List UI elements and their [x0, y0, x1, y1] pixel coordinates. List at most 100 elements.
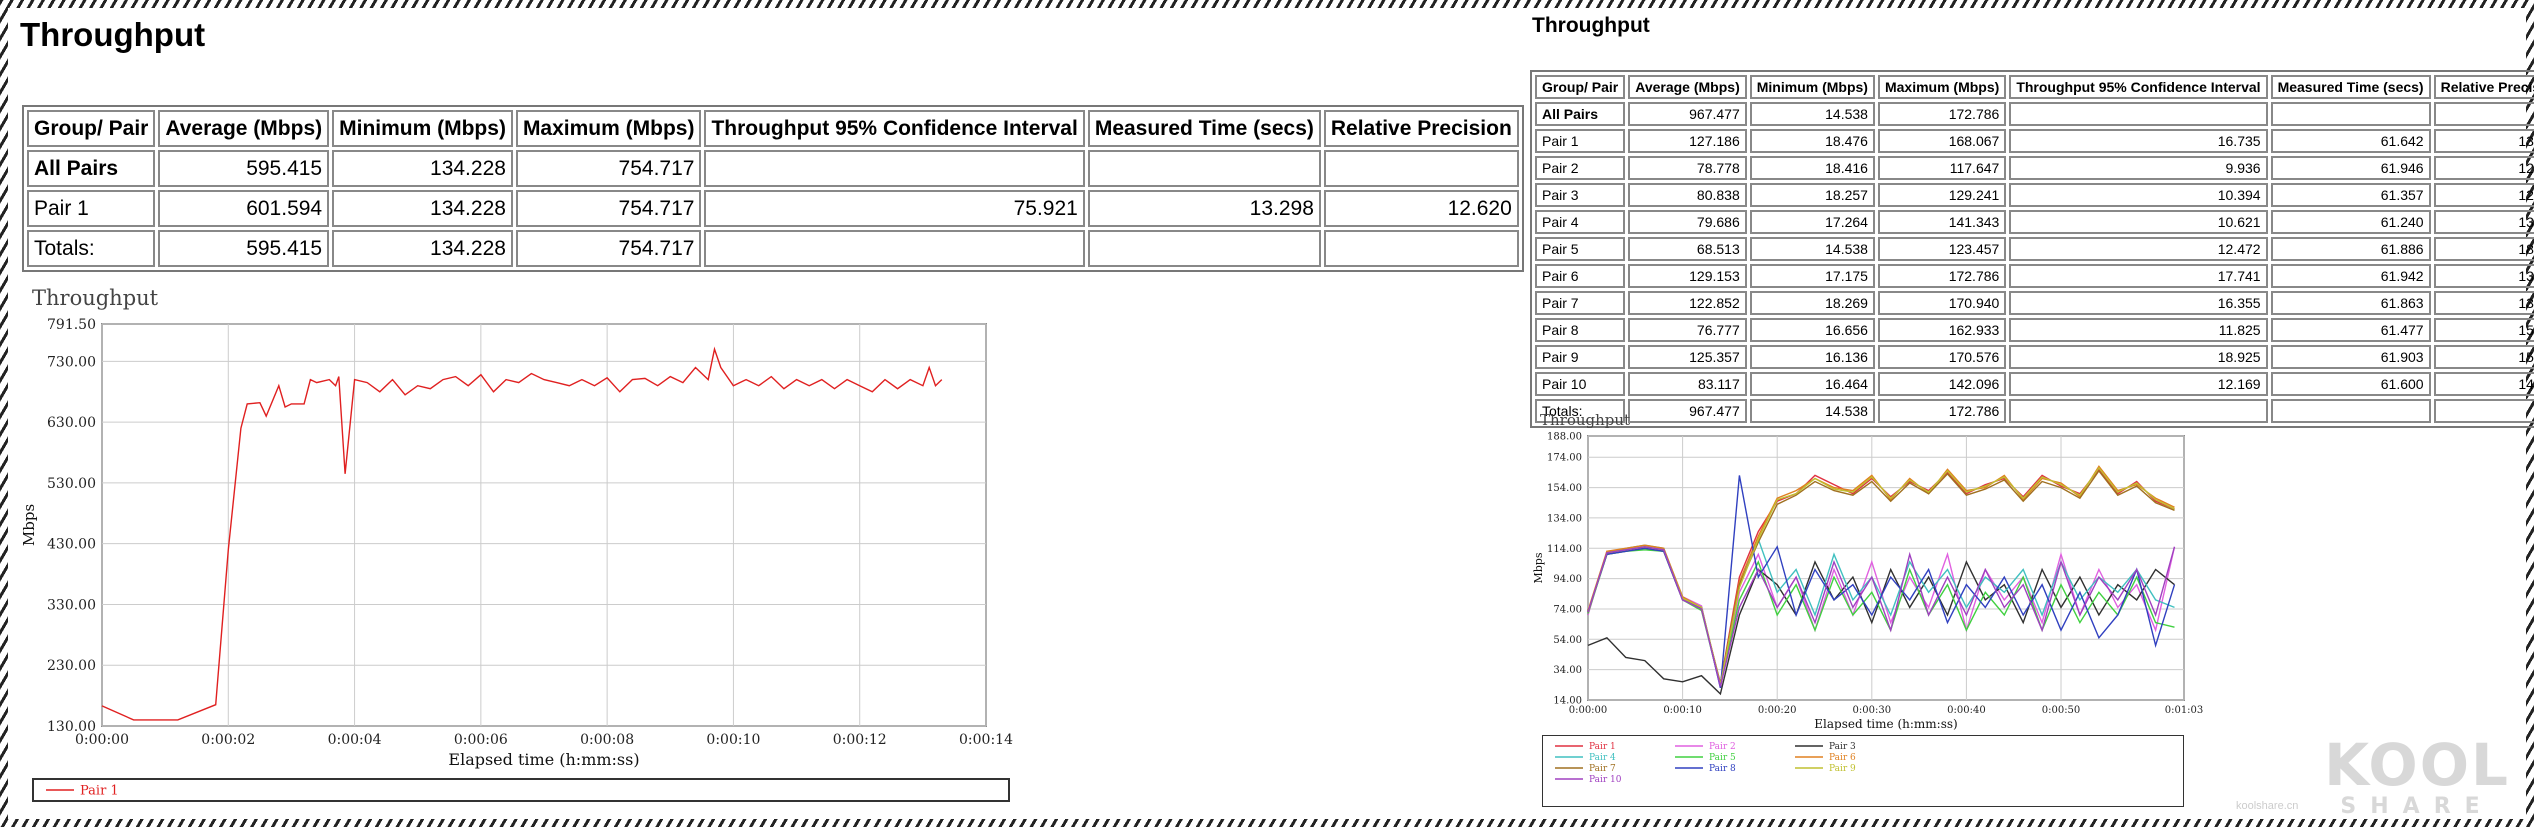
right-table-cell: 18.925 [2009, 345, 2268, 369]
right-table-cell: 12.613 [2433, 156, 2534, 180]
right-table-cell: Pair 1 [1535, 129, 1626, 153]
right-header-cell: Relative Precision [2433, 75, 2534, 99]
left-header-cell: Measured Time (secs) [1087, 110, 1321, 147]
right-table-cell: 117.647 [1877, 156, 2007, 180]
y-tick-label: 114.00 [1547, 544, 1582, 555]
right-header-cell: Group/ Pair [1535, 75, 1626, 99]
y-tick-label: 188.00 [1547, 432, 1582, 443]
right-table-row: Pair 6 129.153 17.175 172.786 17.741 61.942 13… [1535, 264, 2534, 288]
right-table-cell: 17.264 [1749, 210, 1875, 234]
right-table-cell: 172.786 [1877, 264, 2007, 288]
x-tick-label: 0:00:06 [454, 732, 508, 748]
left-legend-items: Pair 1 [46, 784, 119, 799]
right-table-row: All Pairs 967.477 14.538 172.786 [1535, 102, 2534, 126]
series-line-pair-10 [1587, 546, 2176, 687]
left-table-cell: 12.620 [1323, 190, 1519, 227]
right-header-cell: Minimum (Mbps) [1749, 75, 1875, 99]
left-table-cell: 754.717 [515, 190, 702, 227]
right-table-cell: 16.656 [1749, 318, 1875, 342]
right-table-cell: 78.778 [1628, 156, 1747, 180]
right-table-row: Pair 380.83818.257129.24110.39461.35712.… [1535, 183, 2534, 207]
right-table-cell: 11.825 [2009, 318, 2268, 342]
right-header-cell: Average (Mbps) [1628, 75, 1747, 99]
x-tick-label: 0:00:04 [328, 732, 382, 748]
y-tick-label: 94.00 [1553, 574, 1582, 585]
left-table-cell: 601.594 [158, 190, 330, 227]
left-table-cell: Totals: [27, 230, 156, 267]
left-header-cell: Maximum (Mbps) [515, 110, 702, 147]
right-table-row: Pair 9 125.357 16.136 170.576 18.925 61.903 15… [1535, 345, 2534, 369]
right-table-cell: 9.936 [2009, 156, 2268, 180]
y-tick-label: 730.00 [47, 354, 96, 370]
right-table-cell: 141.343 [1877, 210, 2007, 234]
right-table-cell: 13.329 [2433, 210, 2534, 234]
right-table-cell: 61.642 [2270, 129, 2431, 153]
right-table-cell: 168.067 [1877, 129, 2007, 153]
y-axis-label: Mbps [20, 504, 38, 546]
y-tick-label: 130.00 [47, 719, 96, 735]
left-table-row: All Pairs 595.415 134.228 754.717 [27, 150, 1519, 187]
x-tick-label: 0:00:14 [959, 732, 1013, 748]
legend-label: Pair 3 [1829, 742, 1856, 752]
right-table-row: Pair 876.77716.656162.93311.82561.47715.… [1535, 318, 2534, 342]
right-table-cell: 16.464 [1749, 372, 1875, 396]
x-tick-label: 0:00:30 [1853, 705, 1892, 716]
right-table-cell: 129.153 [1628, 264, 1747, 288]
right-table-cell: Pair 4 [1535, 210, 1626, 234]
right-table-cell: 61.946 [2270, 156, 2431, 180]
right-table-cell: 61.903 [2270, 345, 2431, 369]
right-chart-legend: Pair 1 Pair 2 Pair 3 Pair 4 Pair 5 Pair 6 Pair… [1542, 735, 2184, 807]
right-table-cell: 18.476 [1749, 129, 1875, 153]
right-table-cell [2433, 102, 2534, 126]
left-header-row: Group/ Pair Average (Mbps) Minimum (Mbps) M… [27, 110, 1519, 147]
legend-label: Pair 1 [1589, 742, 1616, 752]
right-table-cell: 967.477 [1628, 102, 1747, 126]
legend-label: Pair 8 [1709, 764, 1736, 774]
right-page-title: Throughput [1532, 14, 1650, 37]
y-tick-label: 14.00 [1553, 696, 1582, 707]
y-tick-label: 630.00 [47, 415, 96, 431]
x-tick-label: 0:00:08 [580, 732, 634, 748]
series-line-pair-1 [101, 346, 943, 721]
koolshare-watermark: KOOL SHARE [2324, 736, 2510, 819]
right-table-cell: 61.942 [2270, 264, 2431, 288]
left-table-cell [704, 150, 1085, 187]
x-tick-label: 0:00:20 [1758, 705, 1797, 716]
x-tick-label: 0:00:40 [1947, 705, 1986, 716]
y-tick-label: 530.00 [47, 476, 96, 492]
left-throughput-chart: 130.00 230.00 330.00 430.00 530.00 630.00 730.… [20, 317, 1013, 769]
right-table-cell: 127.186 [1628, 129, 1747, 153]
legend-label: Pair 2 [1709, 742, 1736, 752]
y-tick-label: 54.00 [1553, 635, 1582, 646]
right-table-cell: 68.513 [1628, 237, 1747, 261]
right-stats-table: Group/ Pair Average (Mbps) Minimum (Mbps) M… [1530, 70, 2534, 428]
y-axis-label: Mbps [1532, 552, 1545, 583]
x-axis-label: Elapsed time (h:mm:ss) [1814, 717, 1957, 730]
right-table-cell: 18.257 [1749, 183, 1875, 207]
plot-area [1587, 435, 2185, 701]
right-table-cell: 16.136 [1749, 345, 1875, 369]
right-table-cell: 14.640 [2433, 372, 2534, 396]
right-table-row: Pair 278.77818.416117.6479.93661.94612.6… [1535, 156, 2534, 180]
right-table-cell: 122.852 [1628, 291, 1747, 315]
right-table-cell: Pair 6 [1535, 264, 1626, 288]
right-table-row: Pair 7 122.852 18.269 170.940 16.355 61.863 13… [1535, 291, 2534, 315]
left-table-cell [1323, 150, 1519, 187]
legend-label: Pair 4 [1589, 753, 1616, 763]
y-tick-label: 430.00 [47, 537, 96, 553]
right-table-cell: 172.786 [1877, 399, 2007, 423]
left-table-cell [1323, 230, 1519, 267]
watermark-sub-text: SHARE [2340, 794, 2494, 819]
right-table-cell: 967.477 [1628, 399, 1747, 423]
right-table-cell: 15.402 [2433, 318, 2534, 342]
right-table-cell: 18.416 [1749, 156, 1875, 180]
right-table-cell [2270, 102, 2431, 126]
right-table-cell: 125.357 [1628, 345, 1747, 369]
legend-label: Pair 5 [1709, 753, 1736, 763]
x-tick-label: 0:00:00 [75, 732, 129, 748]
right-table-cell: 10.394 [2009, 183, 2268, 207]
x-axis-label: Elapsed time (h:mm:ss) [448, 750, 639, 769]
left-table-cell [1087, 150, 1321, 187]
right-throughput-chart: 14.00 34.00 54.00 74.00 94.00 114.00 134.00 154… [1532, 432, 2203, 731]
y-tick-label: 791.50 [47, 317, 96, 333]
